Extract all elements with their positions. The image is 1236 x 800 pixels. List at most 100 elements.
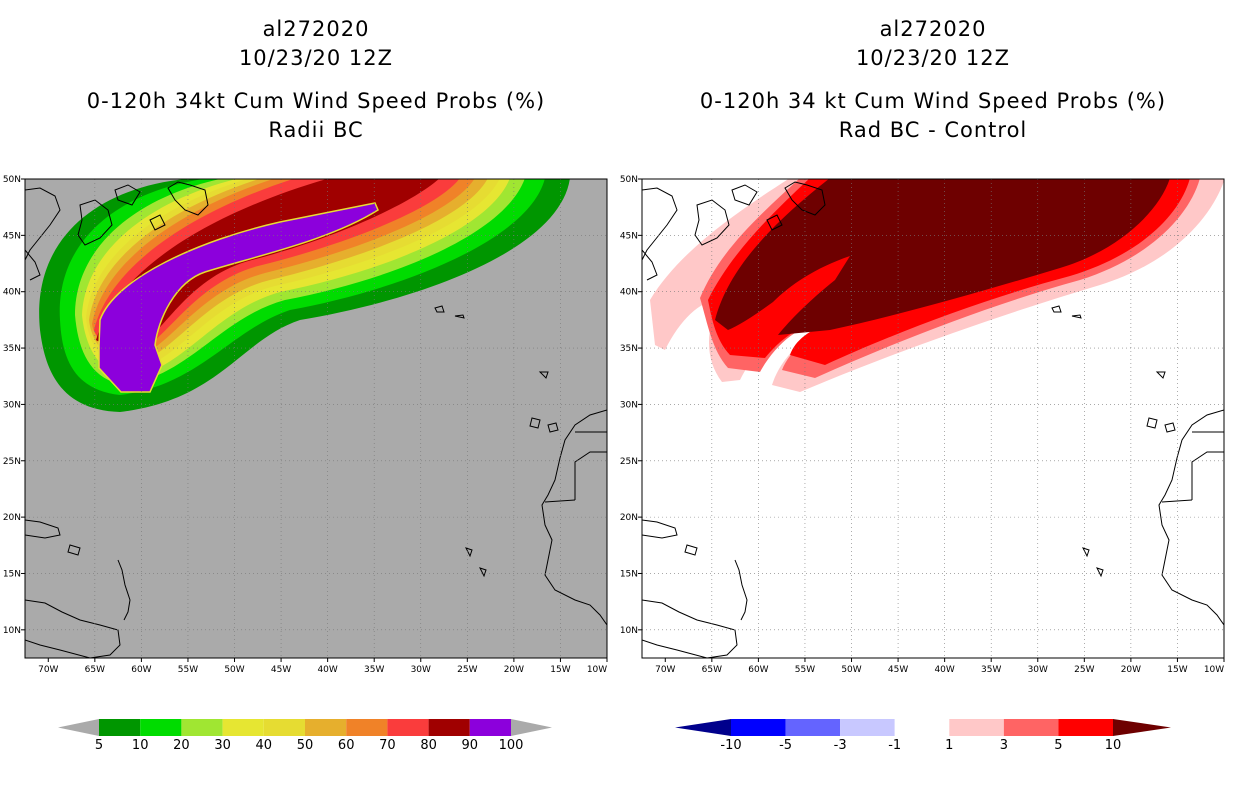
- left-colorbar-box: [222, 719, 264, 736]
- right-colorbar-box: [894, 719, 950, 736]
- left-colorbar-label: 100: [499, 738, 524, 753]
- right-lat-label: 40N: [620, 288, 638, 298]
- left-colorbar-box: [387, 719, 429, 736]
- left-lon-label: 15W: [550, 665, 570, 675]
- right-colorbar-low-arrow: [675, 719, 731, 736]
- left-title: al272020 10/23/20 12Z 0-120h 34kt Cum Wi…: [25, 15, 607, 145]
- right-lat-label: 30N: [620, 400, 638, 410]
- left-colorbar-high-arrow: [511, 719, 552, 736]
- left-colorbar-label: 5: [95, 738, 103, 753]
- left-colorbar-box: [140, 719, 182, 736]
- right-lat-label: 45N: [620, 231, 638, 241]
- left-probability-bands: [39, 179, 570, 412]
- left-lon-label: 20W: [504, 665, 524, 675]
- right-datetime: 10/23/20 12Z: [855, 46, 1011, 70]
- right-colorbar: -10 -5 -3 -1 1 3 5 10: [675, 719, 1171, 753]
- left-axis-labels: 70W 65W 60W 55W 50W 45W 40W 35W 30W 25W 20W 15W 10W 5…: [3, 175, 608, 675]
- left-coastlines: [25, 181, 607, 658]
- left-lat-label: 50N: [3, 175, 21, 185]
- left-colorbar-box: [99, 719, 141, 736]
- right-axis-labels: 70W 65W 60W 55W 50W 45W 40W 35W 30W 25W 20W 15W 10W 5…: [620, 175, 1225, 675]
- right-difference-bands: [650, 179, 1224, 392]
- left-lon-label: 55W: [178, 665, 198, 675]
- left-colorbar-label: 90: [462, 738, 479, 753]
- right-map: [642, 179, 1224, 658]
- left-lat-label: 15N: [3, 569, 21, 579]
- left-colorbar-label: 20: [173, 738, 190, 753]
- left-lon-label: 10W: [587, 665, 607, 675]
- right-colorbar-label: -3: [834, 738, 847, 753]
- left-map-frame: [24, 178, 608, 659]
- left-colorbar-box: [428, 719, 470, 736]
- right-lon-label: 10W: [1204, 665, 1224, 675]
- right-lon-label: 65W: [702, 665, 722, 675]
- right-lon-label: 70W: [655, 665, 675, 675]
- right-subtitle: Rad BC - Control: [838, 118, 1028, 142]
- left-datetime: 10/23/20 12Z: [238, 46, 394, 70]
- left-colorbar-label: 40: [256, 738, 273, 753]
- right-coastlines: [642, 181, 1224, 658]
- right-lon-label: 35W: [981, 665, 1001, 675]
- right-colorbar-label: 5: [1054, 738, 1062, 753]
- right-lon-label: 15W: [1167, 665, 1187, 675]
- right-gridlines: [642, 179, 1224, 658]
- right-product-title: 0-120h 34 kt Cum Wind Speed Probs (%): [699, 89, 1167, 113]
- right-storm-id: al272020: [879, 17, 987, 41]
- left-lon-label: 60W: [131, 665, 151, 675]
- left-lat-label: 20N: [3, 513, 21, 523]
- right-colorbar-box: [785, 719, 841, 736]
- left-colorbar-box: [469, 719, 511, 736]
- left-product-title: 0-120h 34kt Cum Wind Speed Probs (%): [86, 89, 546, 113]
- right-lon-label: 30W: [1028, 665, 1048, 675]
- right-colorbar-label: -1: [888, 738, 901, 753]
- left-lon-label: 50W: [224, 665, 244, 675]
- left-colorbar-label: 60: [338, 738, 355, 753]
- left-subtitle: Radii BC: [268, 118, 364, 142]
- left-lon-label: 70W: [38, 665, 58, 675]
- right-lon-label: 50W: [841, 665, 861, 675]
- right-colorbar-box: [731, 719, 786, 736]
- left-colorbar-label: 10: [132, 738, 149, 753]
- right-colorbar-box: [949, 719, 1004, 736]
- right-colorbar-box: [1003, 719, 1059, 736]
- left-lon-label: 40W: [317, 665, 337, 675]
- band-90: [98, 202, 379, 393]
- left-colorbar-box: [346, 719, 388, 736]
- right-lat-label: 35N: [620, 344, 638, 354]
- left-lon-label: 30W: [411, 665, 431, 675]
- right-colorbar-high-arrow: [1113, 719, 1171, 736]
- left-lat-label: 45N: [3, 231, 21, 241]
- diff-band-10: [715, 179, 1170, 335]
- left-map: [25, 179, 607, 658]
- left-gridlines: [25, 179, 607, 658]
- left-lat-label: 40N: [3, 288, 21, 298]
- right-colorbar-label: -10: [720, 738, 741, 753]
- right-lat-label: 25N: [620, 457, 638, 467]
- left-colorbar-label: 80: [420, 738, 437, 753]
- left-lon-label: 25W: [457, 665, 477, 675]
- left-colorbar-label: 30: [214, 738, 231, 753]
- right-lon-label: 25W: [1074, 665, 1094, 675]
- left-colorbar: 5 10 20 30 40 50 60 70 80 90 100: [58, 719, 552, 753]
- right-lon-label: 45W: [888, 665, 908, 675]
- left-lon-label: 45W: [271, 665, 291, 675]
- right-colorbar-label: 10: [1105, 738, 1122, 753]
- right-title: al272020 10/23/20 12Z 0-120h 34 kt Cum W…: [642, 15, 1224, 145]
- left-lon-label: 35W: [364, 665, 384, 675]
- left-lat-label: 25N: [3, 457, 21, 467]
- right-lon-label: 60W: [748, 665, 768, 675]
- left-lat-label: 10N: [3, 626, 21, 636]
- right-colorbar-label: 1: [945, 738, 953, 753]
- left-colorbar-box: [305, 719, 347, 736]
- right-lon-label: 55W: [795, 665, 815, 675]
- right-colorbar-box: [1058, 719, 1113, 736]
- right-lat-label: 15N: [620, 569, 638, 579]
- right-colorbar-box: [840, 719, 895, 736]
- left-lat-label: 35N: [3, 344, 21, 354]
- right-lat-label: 50N: [620, 175, 638, 185]
- left-colorbar-box: [263, 719, 305, 736]
- left-lon-label: 65W: [85, 665, 105, 675]
- left-colorbar-box: [181, 719, 223, 736]
- band-70: [94, 179, 460, 354]
